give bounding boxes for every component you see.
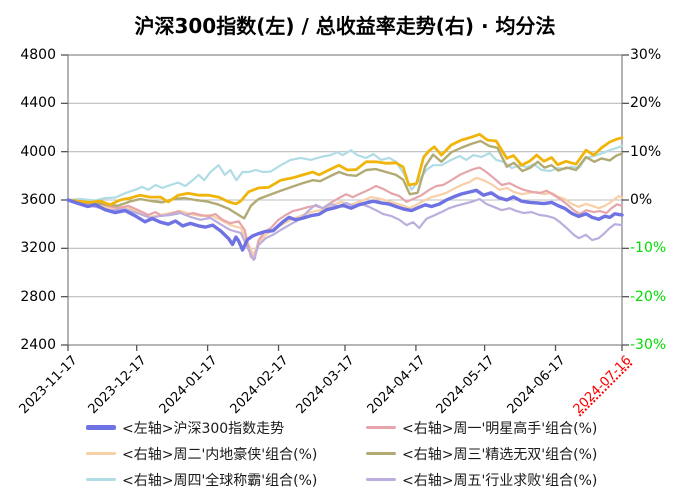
legend-label-wed: <右轴>周三'精选无双'组合(%) bbox=[402, 446, 598, 463]
right-axis-tick-label: -30% bbox=[630, 337, 667, 353]
right-axis-tick-label: 20% bbox=[630, 95, 662, 112]
legend-item-mon: <右轴>周一'明星高手'组合(%) bbox=[366, 418, 666, 437]
legend-item-csi300: <左轴>沪深300指数走势 bbox=[86, 418, 366, 437]
left-axis-tick-label: 3200 bbox=[20, 240, 56, 257]
legend-label-csi300: <左轴>沪深300指数走势 bbox=[122, 420, 285, 437]
right-axis-tick-label: -10% bbox=[630, 240, 667, 257]
legend-item-thu: <右轴>周四'全球称霸'组合(%) bbox=[86, 470, 366, 489]
left-axis-tick-label: 4000 bbox=[20, 143, 56, 160]
right-axis-tick-label: 10% bbox=[630, 143, 662, 160]
left-axis-tick-label: 4800 bbox=[20, 47, 56, 63]
series-tue bbox=[66, 176, 624, 257]
series-unlabeled-gold bbox=[66, 132, 624, 207]
legend-item-wed: <右轴>周三'精选无双'组合(%) bbox=[366, 444, 666, 463]
legend-swatch-csi300 bbox=[86, 425, 116, 430]
legend-item-tue: <右轴>周二'内地豪侠'组合(%) bbox=[86, 444, 366, 463]
legend: <左轴>沪深300指数走势 <右轴>周一'明星高手'组合(%) <右轴>周二'内地豪… bbox=[86, 418, 666, 489]
right-axis-tick-label: 0% bbox=[630, 192, 653, 208]
legend-swatch-fri bbox=[366, 477, 396, 482]
legend-label-mon: <右轴>周一'明星高手'组合(%) bbox=[402, 420, 598, 437]
legend-swatch-thu bbox=[86, 477, 116, 482]
legend-swatch-wed bbox=[366, 451, 396, 456]
legend-label-tue: <右轴>周二'内地豪侠'组合(%) bbox=[122, 446, 318, 463]
left-axis-tick-label: 4400 bbox=[20, 95, 56, 112]
legend-label-thu: <右轴>周四'全球称霸'组合(%) bbox=[122, 472, 318, 489]
legend-label-fri: <右轴>周五'行业求败'组合(%) bbox=[402, 472, 598, 489]
series-mon bbox=[66, 166, 624, 261]
left-axis-tick-label: 2800 bbox=[20, 288, 56, 305]
left-axis-tick-label: 3600 bbox=[20, 192, 56, 208]
legend-swatch-tue bbox=[86, 451, 116, 456]
left-axis-tick-label: 2400 bbox=[20, 337, 56, 353]
legend-swatch-mon bbox=[366, 425, 396, 430]
series-fri bbox=[66, 197, 624, 261]
right-axis-tick-label: -20% bbox=[630, 288, 667, 305]
right-axis-tick-label: 30% bbox=[630, 47, 662, 63]
series-csi300 bbox=[66, 188, 624, 252]
legend-item-fri: <右轴>周五'行业求败'组合(%) bbox=[366, 470, 666, 489]
chart-title: 沪深300指数(左) / 总收益率走势(右) · 均分法 bbox=[134, 14, 556, 38]
series-wed bbox=[66, 139, 624, 220]
